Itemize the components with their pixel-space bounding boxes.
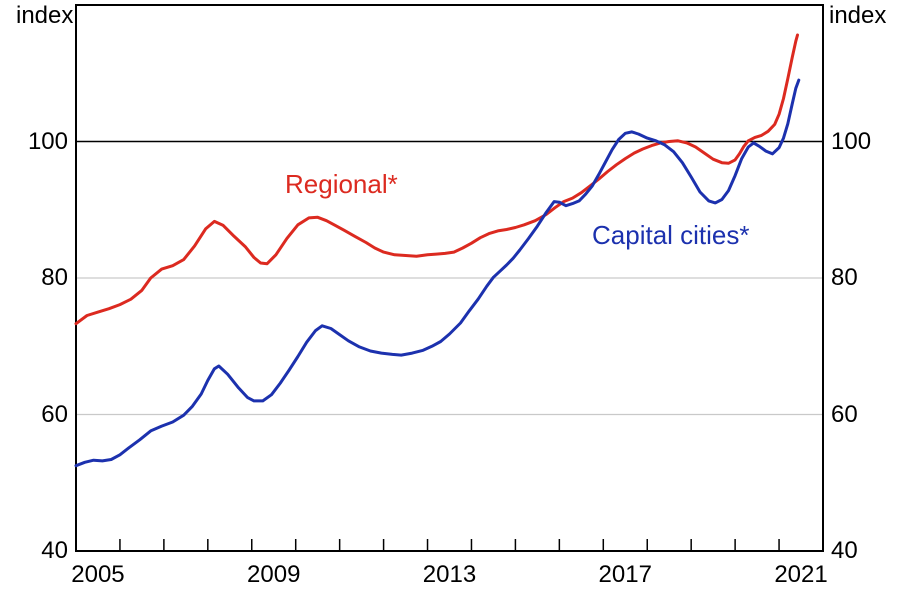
plot-frame [75,4,824,552]
series-label-regional: Regional* [285,169,398,199]
y-tick-label-right: 60 [831,400,858,428]
capital-cities-series-line [74,78,801,468]
x-tick-label: 2021 [774,561,828,588]
x-tick-label: 2017 [598,561,652,588]
y-tick-label-left: 80 [41,264,68,291]
y-tick-label-right: 80 [831,264,858,291]
x-tick-label: 2013 [422,561,477,588]
y-tick-label-right: 40 [831,537,858,564]
right-axis-unit-label: index [829,2,887,29]
series-label-capital-cities: Capital cities* [592,220,750,250]
y-tick-label-left: 40 [41,537,68,564]
regional-series-line [74,33,799,326]
y-tick-label-right: 100 [831,127,872,155]
x-tick-label: 2009 [247,561,301,588]
left-axis-unit-label: index [16,2,74,29]
x-tick-label: 2005 [71,561,125,588]
y-tick-label-left: 100 [27,127,68,155]
y-tick-label-left: 60 [41,400,68,428]
